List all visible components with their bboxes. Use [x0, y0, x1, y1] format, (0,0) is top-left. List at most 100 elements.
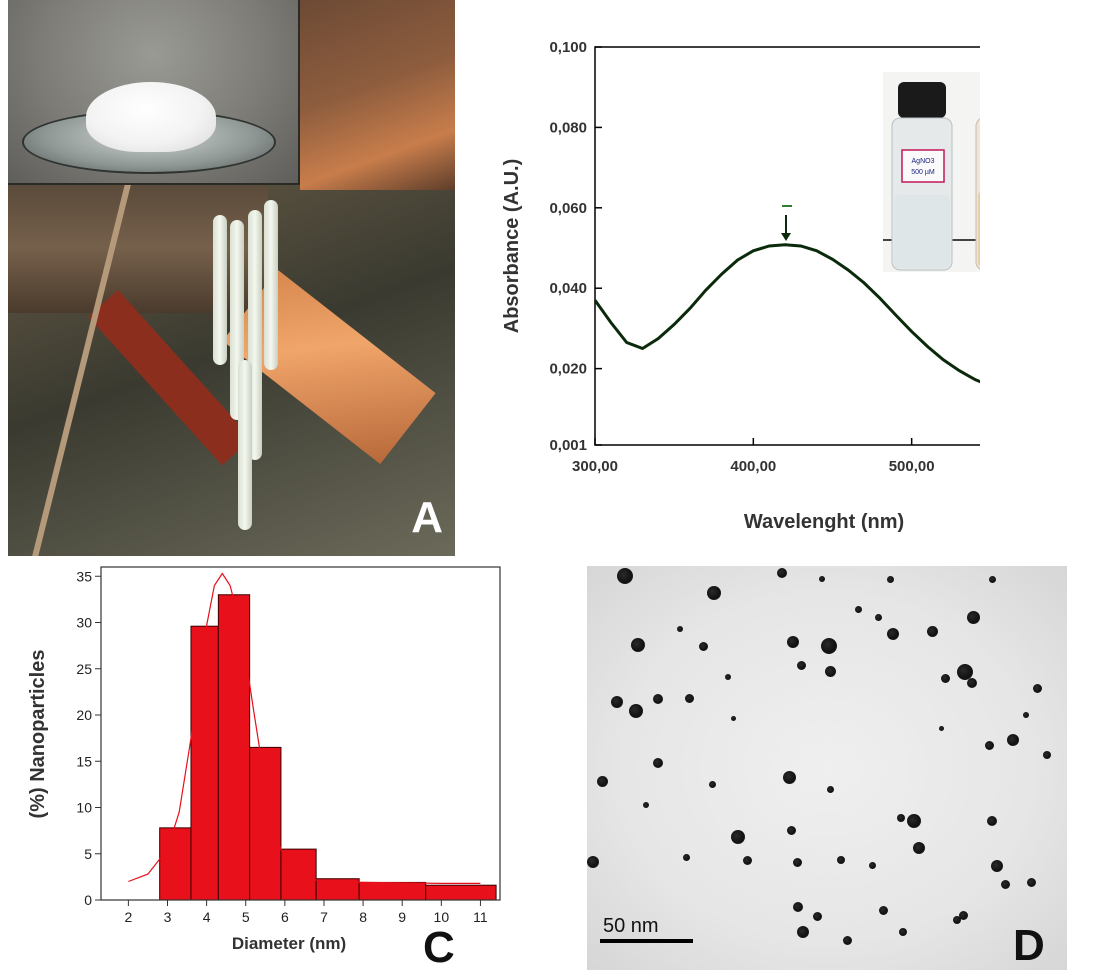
nanoparticle-dot — [797, 661, 806, 670]
y-tick-label: 15 — [76, 753, 92, 769]
x-tick-label: 10 — [434, 909, 450, 925]
diameter-histogram-chart: 0 5 10 15 20 25 30 35 2 3 4 5 6 7 8 9 10 11 (%) Nanopart… — [27, 566, 501, 970]
y-tick-label: 0,020 — [549, 361, 587, 378]
histogram-bar — [190, 625, 219, 901]
y-axis-ticks: 0 5 10 15 20 25 30 35 — [76, 568, 101, 908]
gum-drip — [238, 360, 252, 530]
x-tick-label: 8 — [359, 909, 367, 925]
scale-bar-label: 50 nm — [603, 915, 659, 937]
nanoparticle-dot — [913, 842, 925, 854]
nanoparticle-dot — [953, 916, 961, 924]
y-tick-label: 0 — [84, 892, 92, 908]
nanoparticle-dot — [985, 741, 994, 750]
panel-letter-d: D — [1013, 921, 1045, 970]
red-twig-image — [88, 290, 252, 466]
nanoparticle-dot — [899, 928, 907, 936]
nanoparticle-dot — [787, 636, 799, 648]
nanoparticle-dot — [631, 638, 645, 652]
absorbance-spectrum-chart: 0,001 0,020 0,040 0,060 0,080 0,100 300,00 400… — [501, 39, 980, 533]
histogram-bars — [159, 594, 497, 901]
nanoparticle-dot — [939, 726, 944, 731]
histogram-bar — [425, 884, 497, 901]
nanoparticle-dot — [731, 830, 745, 844]
nanoparticle-dot — [743, 856, 752, 865]
x-tick-label: 300,00 — [572, 458, 618, 475]
nanoparticle-dot — [1033, 684, 1042, 693]
peak-marker-arrowhead — [781, 233, 791, 241]
y-tick-label: 0,060 — [549, 200, 587, 217]
nanoparticle-dot — [813, 912, 822, 921]
x-tick-label: 500,00 — [889, 458, 935, 475]
nanoparticle-dot — [787, 826, 796, 835]
plot-frame — [100, 566, 501, 901]
x-tick-label: 3 — [164, 909, 172, 925]
vials-inset-photo: AgNO3 500 µM AgNP 500 µM — [883, 72, 980, 272]
nanoparticle-dot — [879, 906, 888, 915]
gaussian-fit-curve — [128, 572, 481, 884]
x-tick-label: 5 — [242, 909, 250, 925]
nanoparticle-dot — [843, 936, 852, 945]
nanoparticle-dot — [875, 614, 882, 621]
nanoparticle-dot — [793, 858, 802, 867]
y-axis-label: Absorbance (A.U.) — [501, 159, 523, 333]
x-tick-label: 2 — [124, 909, 132, 925]
panel-letter-a: A — [411, 493, 443, 542]
nanoparticle-dot — [677, 626, 683, 632]
x-tick-label: 400,00 — [730, 458, 776, 475]
absorbance-series-line — [593, 243, 980, 384]
nanoparticle-dot — [869, 862, 876, 869]
nanoparticle-dot — [709, 781, 716, 788]
nanoparticle-dot — [685, 694, 694, 703]
y-tick-label: 0,080 — [549, 119, 587, 136]
nanoparticle-dot — [1001, 880, 1010, 889]
nanoparticle-dot — [821, 638, 837, 654]
x-tick-label: 11 — [473, 909, 488, 925]
y-tick-label: 20 — [76, 707, 92, 723]
gum-drip — [264, 200, 278, 370]
x-axis-label: Diameter (nm) — [232, 934, 346, 953]
nanoparticle-dot — [783, 771, 796, 784]
nanoparticle-dot — [1027, 878, 1036, 887]
vial-cap-left — [898, 82, 946, 118]
y-tick-label: 10 — [76, 800, 92, 816]
nanoparticle-dot — [827, 786, 834, 793]
nanoparticle-dot — [887, 576, 894, 583]
histogram-bar — [280, 848, 317, 901]
peak-marker — [781, 205, 792, 241]
x-axis-ticks: 2 3 4 5 6 7 8 9 10 11 — [124, 900, 488, 925]
bark-image — [300, 0, 455, 190]
nanoparticle-dot — [793, 902, 803, 912]
y-tick-label: 0,100 — [549, 39, 587, 56]
nanoparticle-dot — [725, 674, 731, 680]
y-tick-label: 5 — [84, 846, 92, 862]
nanoparticle-dot — [825, 666, 836, 677]
y-tick-label: 35 — [76, 568, 92, 584]
x-tick-label: 6 — [281, 909, 289, 925]
nanoparticle-dot — [653, 758, 663, 768]
nanoparticle-dot — [941, 674, 950, 683]
x-tick-label: 7 — [320, 909, 328, 925]
histogram-bar — [358, 881, 427, 901]
nanoparticle-dot — [967, 611, 980, 624]
photo-panel-a: A — [8, 0, 455, 556]
nanoparticle-dot — [991, 860, 1003, 872]
x-axis-label: Wavelenght (nm) — [744, 511, 904, 533]
x-tick-label: 4 — [203, 909, 211, 925]
white-powder — [86, 82, 216, 152]
vial-left-liquid — [894, 195, 950, 268]
nanoparticle-dot — [699, 642, 708, 651]
histogram-bar — [249, 746, 282, 901]
vial-left-label — [901, 149, 945, 183]
plot-frame — [594, 46, 980, 446]
nanoparticle-dot — [617, 568, 633, 584]
y-axis-ticks: 0,001 0,020 0,040 0,060 0,080 0,100 — [549, 39, 602, 454]
gum-drip — [213, 215, 227, 365]
panel-letter-c: C — [423, 923, 455, 970]
powder-inset-photo — [8, 0, 300, 185]
nanoparticle-dot — [707, 586, 721, 600]
nanoparticle-dot — [887, 628, 899, 640]
nanoparticle-dot — [797, 926, 809, 938]
nanoparticle-dot — [611, 696, 623, 708]
nanoparticle-dot — [1043, 751, 1051, 759]
